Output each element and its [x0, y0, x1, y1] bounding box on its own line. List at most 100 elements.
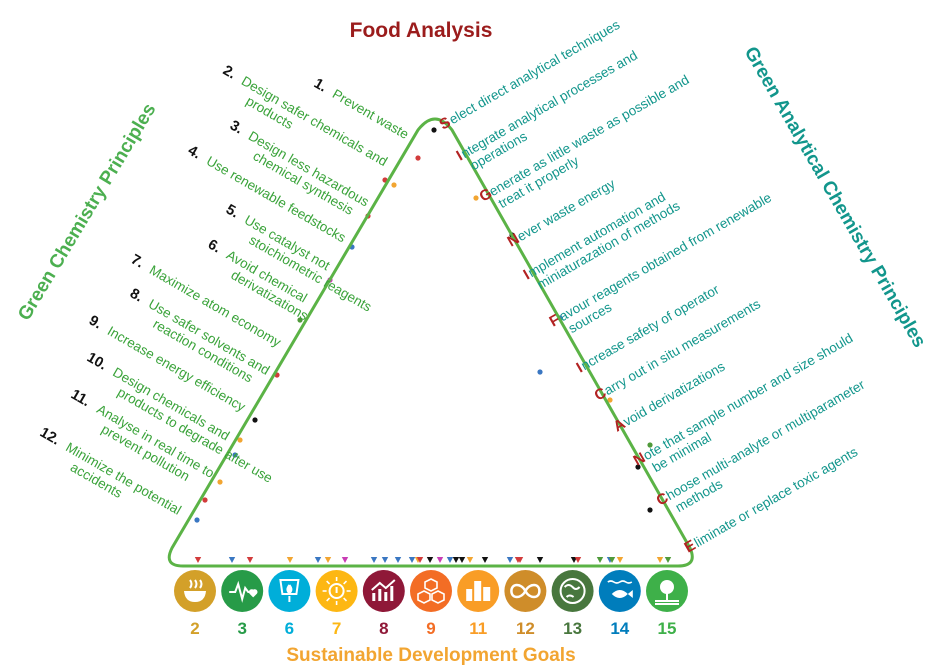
- arrowhead: [408, 557, 416, 563]
- sdg-number: 15: [658, 619, 677, 638]
- arrowhead: [341, 557, 349, 563]
- gc-principle-number: 1.: [311, 76, 329, 96]
- connection-dot: [217, 479, 223, 485]
- gc-principle-number: 8.: [127, 286, 145, 306]
- connection-dot: [607, 397, 613, 403]
- arrowhead: [314, 557, 322, 563]
- sdg-number: 6: [285, 619, 294, 638]
- water-drop-icon: [279, 579, 300, 602]
- cubes-icon: [417, 578, 445, 604]
- power-sun-icon: [322, 577, 351, 605]
- connection-dot: [237, 437, 243, 443]
- connection-dot: [194, 517, 200, 523]
- arrowhead: [481, 557, 489, 563]
- gc-principle-number: 6.: [205, 237, 223, 257]
- arrowhead: [616, 557, 624, 563]
- sdg-goal-12: 12: [504, 570, 547, 638]
- connection-dot: [391, 182, 397, 188]
- fish-icon: [607, 580, 633, 598]
- arrowhead: [246, 557, 254, 563]
- arrowhead: [506, 557, 514, 563]
- globe-eye-icon: [559, 578, 586, 604]
- arrowhead: [370, 557, 378, 563]
- growth-chart-icon: [371, 579, 396, 601]
- sdg-goal-7: 7: [315, 570, 358, 638]
- arrowhead: [608, 557, 616, 563]
- sdg-badge: [221, 570, 264, 612]
- city-icon: [466, 581, 491, 601]
- arrowhead: [466, 557, 474, 563]
- sdg-goal-2: 2: [174, 570, 216, 638]
- sdg-goal-8: 8: [362, 570, 405, 638]
- connection-dot: [297, 317, 303, 323]
- sdg-icons-row: 2 3 6 7 8 9 11 12 13 14 15: [174, 570, 688, 638]
- arrowhead: [286, 557, 294, 563]
- arrowhead: [381, 557, 389, 563]
- gc-principle-number: 2.: [220, 63, 238, 83]
- sdg-number: 7: [332, 619, 341, 638]
- sdg-goal-13: 13: [551, 570, 594, 638]
- sdg-number: 2: [190, 619, 199, 638]
- sdg-number: 11: [469, 619, 487, 638]
- arrowhead: [436, 557, 444, 563]
- sdg-number: 14: [610, 619, 629, 638]
- connection-dot: [431, 127, 437, 133]
- sdg-number: 8: [379, 619, 388, 638]
- connection-dot: [232, 452, 238, 458]
- arrowhead: [574, 557, 582, 563]
- connection-dot: [473, 195, 479, 201]
- sdg-goal-14: 14: [598, 570, 641, 638]
- arrowhead: [664, 557, 672, 563]
- arrowhead: [416, 557, 424, 563]
- connection-dot: [202, 497, 208, 503]
- triangle-outline: [167, 117, 694, 568]
- sdg-number: 9: [426, 619, 435, 638]
- arrowhead: [446, 557, 454, 563]
- bowl-icon: [184, 579, 206, 602]
- connection-dot: [647, 442, 653, 448]
- gc-principle-number: 12.: [37, 425, 62, 449]
- gc-principle-number: 9.: [86, 313, 104, 333]
- arrowhead: [458, 557, 466, 563]
- heartbeat-icon: [229, 580, 258, 603]
- sdg-goal-3: 3: [221, 570, 264, 638]
- connection-dot: [537, 369, 543, 375]
- sdg-number: 13: [563, 619, 582, 638]
- arrowhead: [596, 557, 604, 563]
- arrowhead: [394, 557, 402, 563]
- sdg-goal-15: 15: [646, 570, 688, 638]
- gc-principle-number: 11.: [68, 387, 93, 411]
- gc-principle-number: 3.: [227, 118, 245, 138]
- sdg-goal-9: 9: [410, 570, 452, 638]
- gc-principle-number: 7.: [128, 252, 146, 272]
- sdg-number: 12: [516, 619, 535, 638]
- arrowhead: [656, 557, 664, 563]
- gc-principle-number: 10.: [84, 350, 109, 374]
- sdg-badge: [362, 570, 405, 612]
- infinity-icon: [510, 583, 541, 599]
- sdg-goal-11: 11: [457, 570, 500, 638]
- arrowhead: [324, 557, 332, 563]
- sdg-badge: [551, 570, 594, 612]
- sdg-number: 3: [237, 619, 246, 638]
- tree-icon: [655, 580, 679, 605]
- arrowhead: [516, 557, 524, 563]
- gc-principle-number: 5.: [223, 202, 241, 222]
- arrowhead: [228, 557, 236, 563]
- title-food-analysis: Food Analysis: [350, 19, 493, 42]
- arrowhead: [452, 557, 460, 563]
- gc-principle-number: 4.: [185, 143, 203, 163]
- arrowhead: [194, 557, 202, 563]
- connection-dot: [635, 464, 641, 470]
- connection-dot: [647, 507, 653, 513]
- sdg-goal-6: 6: [268, 570, 311, 638]
- connection-dot: [252, 417, 258, 423]
- connection-dot: [415, 155, 421, 161]
- arrowhead: [536, 557, 544, 563]
- title-sdg: Sustainable Development Goals: [286, 645, 575, 666]
